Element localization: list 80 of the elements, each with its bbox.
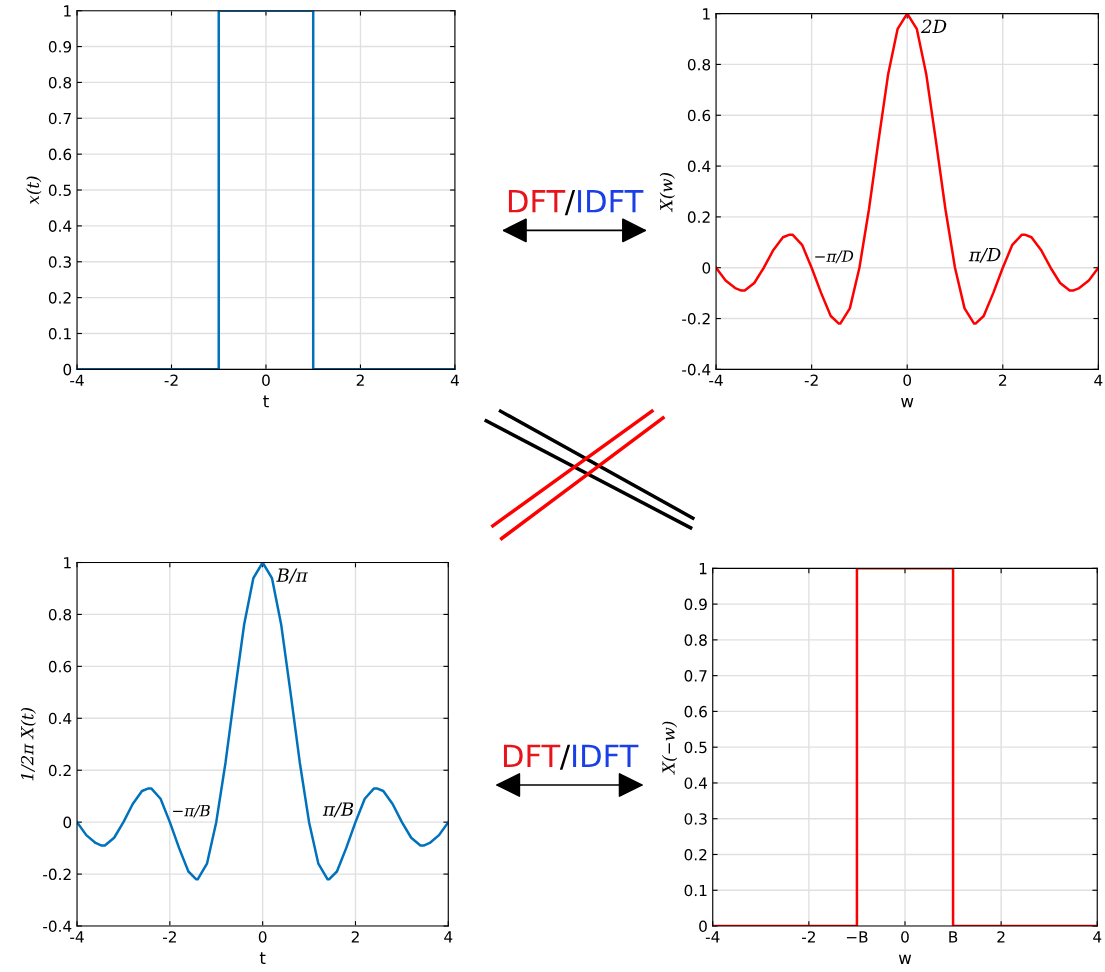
y-tick-label: 0.7 xyxy=(684,670,707,682)
x-tick-label: 2 xyxy=(356,374,364,386)
y-axis-title: 1/2π X(t) xyxy=(20,707,36,781)
y-tick-label: 0.4 xyxy=(687,160,711,173)
x-tick-label: 0 xyxy=(258,931,267,943)
y-tick-label: 0.3 xyxy=(684,813,707,825)
y-tick-label: 0.9 xyxy=(684,598,707,611)
x-tick-label: 4 xyxy=(444,931,453,943)
y-tick-label: 0 xyxy=(702,262,711,274)
y-tick-label: 0.8 xyxy=(48,76,72,89)
annotation: B/π xyxy=(276,568,309,584)
y-tick-label: 0 xyxy=(699,920,707,933)
annotation: π/B xyxy=(322,802,354,818)
annotation: −π/B xyxy=(173,805,210,818)
y-tick-label: 0.2 xyxy=(687,211,710,223)
y-tick-label: 0.6 xyxy=(687,109,711,122)
x-axis-title: t xyxy=(259,952,266,964)
text: IDFT xyxy=(573,744,639,767)
y-tick-label: 0.6 xyxy=(48,148,72,161)
y-tick-label: 0.5 xyxy=(684,741,707,754)
y-tick-label: -0.2 xyxy=(43,868,71,881)
x-tick-label: -4 xyxy=(70,931,84,943)
y-axis-title: X(w) xyxy=(659,172,675,213)
x-axis-title: t xyxy=(263,395,269,408)
annotation: π/D xyxy=(968,248,1001,263)
x-tick-label: -2 xyxy=(804,374,818,386)
y-tick-label: 0.3 xyxy=(48,256,71,268)
x-tick-label: 0 xyxy=(901,931,909,943)
x-tick-label: -4 xyxy=(709,374,723,386)
y-tick-label: 0 xyxy=(63,816,72,829)
y-axis-title: x(t) xyxy=(26,176,42,205)
y-tick-label: 1 xyxy=(64,5,71,17)
x-tick-label: -2 xyxy=(162,931,176,943)
y-tick-label: 0.5 xyxy=(48,184,71,197)
y-tick-label: 1 xyxy=(64,557,71,569)
y-tick-label: -0.2 xyxy=(682,313,710,325)
text: / xyxy=(559,744,571,770)
y-tick-label: -0.4 xyxy=(43,920,72,933)
y-tick-label: 0.9 xyxy=(48,41,72,53)
x-tick-label: -2 xyxy=(801,931,815,943)
x-tick-label: −B xyxy=(846,931,868,943)
y-tick-label: 0.8 xyxy=(48,608,72,621)
annotation: 2D xyxy=(921,19,947,33)
x-tick-label: 4 xyxy=(1094,374,1103,386)
y-tick-label: 0.2 xyxy=(48,292,71,304)
y-tick-label: 0.2 xyxy=(48,764,71,777)
x-tick-label: 2 xyxy=(999,374,1007,386)
y-tick-label: 0.8 xyxy=(687,58,711,71)
x-tick-label: 2 xyxy=(351,931,359,943)
y-tick-label: 0.4 xyxy=(684,777,708,789)
y-tick-label: 0.8 xyxy=(684,634,707,646)
x-tick-label: -4 xyxy=(705,931,720,943)
y-tick-label: 0.6 xyxy=(684,705,707,718)
text: DFT xyxy=(503,744,561,767)
x-tick-label: 2 xyxy=(997,931,1005,943)
y-tick-label: 0.7 xyxy=(48,112,71,125)
x-tick-label: -4 xyxy=(70,374,84,386)
y-axis-title: X(−w) xyxy=(661,721,678,775)
x-tick-label: 0 xyxy=(262,374,270,387)
x-axis-title: w xyxy=(901,398,914,408)
x-tick-label: 4 xyxy=(450,374,459,386)
text: / xyxy=(564,190,576,216)
y-tick-label: 1 xyxy=(703,8,710,20)
x-tick-label: 0 xyxy=(903,374,912,387)
x-tick-label: 4 xyxy=(1093,931,1102,943)
y-tick-label: 0.4 xyxy=(48,712,72,725)
y-tick-label: 1 xyxy=(699,562,707,575)
y-tick-label: 0.1 xyxy=(48,327,71,340)
y-tick-label: -0.4 xyxy=(682,363,711,376)
x-tick-label: -2 xyxy=(164,374,178,386)
y-tick-label: 0.1 xyxy=(684,884,707,897)
text: IDFT xyxy=(578,190,644,213)
y-tick-label: 0.6 xyxy=(48,660,72,673)
x-axis-title: w xyxy=(898,954,912,964)
y-tick-label: 0.2 xyxy=(684,848,707,861)
text: DFT xyxy=(508,190,566,213)
y-tick-label: 0.4 xyxy=(48,220,72,232)
y-tick-label: 0 xyxy=(63,363,72,376)
annotation: −π/D xyxy=(815,250,854,264)
x-tick-label: B xyxy=(949,931,958,943)
